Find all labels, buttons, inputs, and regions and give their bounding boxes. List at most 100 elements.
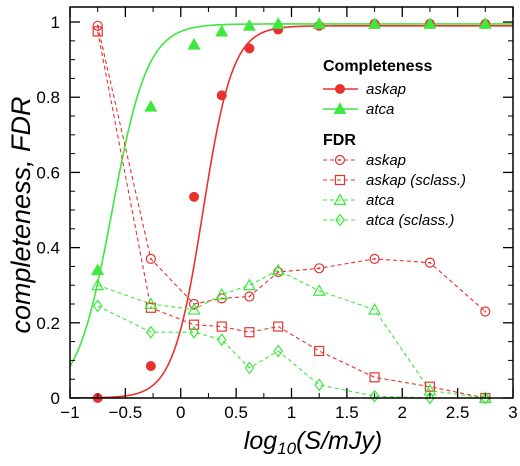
- marker-dot: [484, 310, 487, 313]
- data-point-completeness-atca: [368, 17, 382, 29]
- data-point-fdr-askap-sclass: [369, 372, 380, 383]
- y-tick-label: 1: [51, 13, 60, 32]
- marker-ring: [314, 263, 325, 274]
- legend-entry-fdr-atca: atca: [323, 192, 394, 209]
- series-line-fdr-atca-sclass: [97, 305, 486, 398]
- legend-marker: [334, 154, 346, 166]
- data-point-fdr-askap-sclass: [216, 321, 227, 332]
- data-point-fdr-askap-sclass: [314, 345, 325, 357]
- marker-dot: [277, 271, 280, 274]
- legend-entry-fdr-askap: askap: [323, 152, 406, 169]
- data-point-completeness-atca: [242, 19, 256, 31]
- legend-marker: [333, 102, 347, 115]
- data-point-completeness-atca: [423, 17, 437, 29]
- data-point-fdr-askap: [314, 263, 325, 274]
- data-point-fdr-atca: [271, 263, 285, 276]
- data-point-completeness-atca: [91, 263, 105, 276]
- x-tick-label: 0.5: [224, 403, 248, 422]
- data-point-fdr-atca: [187, 302, 201, 315]
- data-point-fdr-atca-sclass: [425, 391, 435, 405]
- marker-ring: [369, 253, 380, 264]
- x-tick-label: −1: [60, 403, 79, 422]
- y-tick-label: 0.6: [36, 163, 60, 182]
- marker-dot: [96, 24, 99, 27]
- data-point-completeness-askap: [216, 90, 227, 101]
- marker-ring: [188, 298, 200, 310]
- data-point-fdr-askap-sclass: [273, 321, 284, 332]
- legend-label: askap: [366, 81, 406, 98]
- x-axis-title-main: log: [244, 427, 277, 455]
- legend-marker: [335, 84, 345, 94]
- data-point-fdr-askap: [369, 253, 380, 264]
- marker-ring: [244, 291, 255, 302]
- data-point-fdr-atca-sclass: [189, 325, 199, 339]
- marker-ring: [424, 257, 436, 268]
- data-point-fdr-askap-sclass: [92, 26, 103, 37]
- x-tick-label: −0.5: [109, 403, 143, 422]
- axis-tick-labels: −1 −0.5 0 0.5 1 1.5 2 2.5 3 0 0.2 0.4 0.6 0.8 1: [36, 13, 517, 422]
- data-point-completeness-atca: [478, 17, 492, 29]
- data-point-fdr-atca: [144, 297, 158, 310]
- data-point-fdr-atca-sclass: [314, 378, 325, 392]
- marker-dot: [248, 295, 251, 298]
- legend-label: askap (sclass.): [366, 172, 466, 189]
- data-point-fdr-atca: [368, 302, 382, 315]
- legend-fdr-title: FDR: [323, 132, 356, 149]
- series-markers: [91, 17, 492, 405]
- y-tick-label: 0.4: [36, 239, 60, 258]
- x-tick-label: 2.5: [446, 403, 470, 422]
- plot-frame: [69, 6, 514, 399]
- data-point-completeness-atca: [215, 24, 229, 37]
- data-point-fdr-atca-sclass: [369, 389, 380, 403]
- marker-ring: [334, 154, 346, 166]
- y-tick-label: 0.2: [36, 314, 60, 333]
- legend-completeness-title: Completeness: [323, 58, 432, 75]
- marker-ring: [145, 253, 156, 264]
- data-point-fdr-askap: [244, 291, 255, 302]
- data-point-fdr-atca-sclass: [480, 391, 491, 405]
- x-axis-title-sub: 10: [277, 439, 296, 458]
- data-point-fdr-atca: [312, 284, 326, 296]
- legend-entry-completeness-askap: askap: [323, 81, 406, 98]
- x-tick-label: 1: [287, 403, 296, 422]
- y-axis-title: completeness, FDR: [6, 96, 36, 333]
- data-point-fdr-askap: [92, 20, 103, 31]
- legend: Completeness FDR askap atca askap askap (sc…: [323, 58, 466, 229]
- marker-dot: [373, 257, 376, 260]
- data-point-fdr-atca: [91, 278, 105, 291]
- legend-entry-completeness-atca: atca: [323, 101, 394, 118]
- legend-label: askap: [366, 152, 406, 169]
- data-point-fdr-askap: [480, 306, 491, 317]
- data-point-completeness-atca: [312, 17, 326, 29]
- marker-ring: [92, 20, 103, 31]
- data-point-fdr-atca-sclass: [92, 299, 103, 313]
- axis-ticks: [69, 7, 514, 399]
- data-point-completeness-atca: [144, 99, 158, 112]
- x-tick-label: 3: [508, 403, 517, 422]
- marker-dot: [339, 159, 341, 161]
- marker-dot: [318, 267, 321, 270]
- marker-dot: [428, 261, 431, 264]
- data-point-fdr-askap-sclass: [188, 319, 200, 330]
- y-tick-label: 0: [51, 389, 60, 408]
- data-point-fdr-atca-sclass: [216, 333, 227, 347]
- series-line-fdr-askap: [97, 25, 486, 312]
- series-line-completeness-askap: [70, 25, 513, 398]
- series-line-fdr-atca: [97, 269, 486, 398]
- legend-label: atca: [366, 101, 394, 118]
- x-tick-label: 1.5: [335, 403, 359, 422]
- series-line-completeness-atca: [70, 23, 513, 367]
- legend-entry-fdr-atca-sclass: atca (sclass.): [323, 212, 454, 229]
- data-point-fdr-atca: [215, 287, 229, 300]
- y-tick-label: 0.8: [36, 88, 60, 107]
- legend-entry-fdr-askap-sclass: askap (sclass.): [323, 172, 466, 189]
- data-point-completeness-atca: [187, 37, 201, 50]
- data-point-fdr-askap-sclass: [244, 327, 255, 338]
- legend-marker: [335, 213, 345, 227]
- data-point-completeness-askap: [244, 43, 255, 54]
- data-point-fdr-atca-sclass: [145, 325, 156, 339]
- data-point-fdr-askap-sclass: [424, 381, 436, 392]
- x-axis-title-tail: (S/mJy): [296, 427, 382, 455]
- x-tick-label: 0: [176, 403, 185, 422]
